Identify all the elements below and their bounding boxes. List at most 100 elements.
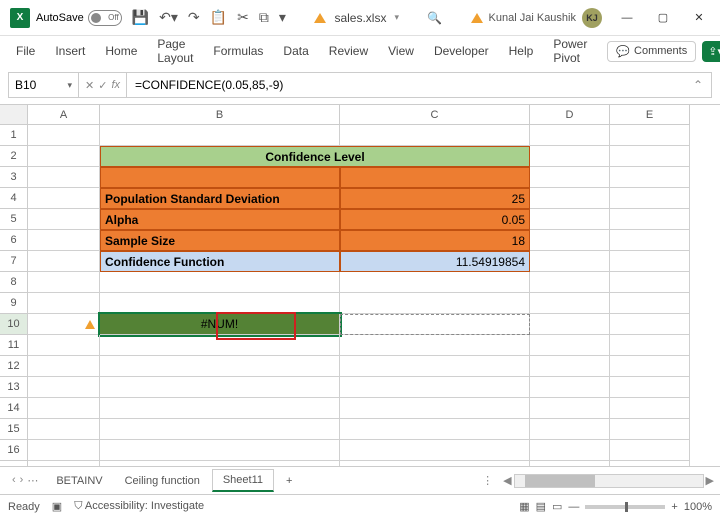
name-box[interactable]: B10: [9, 73, 79, 97]
cell[interactable]: [610, 209, 690, 230]
error-cell[interactable]: #NUM!: [100, 314, 340, 335]
zoom-slider[interactable]: [585, 505, 665, 509]
add-sheet-button[interactable]: +: [276, 471, 302, 491]
cancel-formula-icon[interactable]: ✕: [85, 79, 94, 92]
comments-button[interactable]: 💬 Comments: [607, 41, 696, 62]
save-icon[interactable]: 💾: [132, 9, 149, 26]
cell[interactable]: [610, 356, 690, 377]
row-header[interactable]: 16: [0, 440, 28, 461]
row-header[interactable]: 15: [0, 419, 28, 440]
cell[interactable]: Population Standard Deviation: [100, 188, 340, 209]
zoom-in-icon[interactable]: +: [671, 501, 677, 513]
cell[interactable]: [100, 356, 340, 377]
cell[interactable]: [530, 398, 610, 419]
cell[interactable]: [340, 356, 530, 377]
row-header[interactable]: 12: [0, 356, 28, 377]
cell[interactable]: Alpha: [100, 209, 340, 230]
row-header[interactable]: 11: [0, 335, 28, 356]
row-header[interactable]: 9: [0, 293, 28, 314]
zoom-level[interactable]: 100%: [684, 501, 712, 513]
cell[interactable]: [530, 314, 610, 335]
sheet-list-icon[interactable]: ⋯: [27, 474, 38, 487]
cell[interactable]: [340, 125, 530, 146]
cell[interactable]: [530, 440, 610, 461]
col-header-e[interactable]: E: [610, 105, 690, 125]
row-header[interactable]: 5: [0, 209, 28, 230]
filename-dropdown-icon[interactable]: ▾: [394, 12, 399, 23]
user-avatar[interactable]: KJ: [582, 8, 602, 28]
share-button[interactable]: ⇪▾: [702, 41, 720, 62]
row-header[interactable]: 1: [0, 125, 28, 146]
cell[interactable]: [28, 251, 100, 272]
cell[interactable]: [610, 272, 690, 293]
page-layout-view-icon[interactable]: ▤: [536, 500, 546, 513]
cell[interactable]: [100, 398, 340, 419]
tab-help[interactable]: Help: [501, 40, 542, 62]
sheet-tab-ceiling[interactable]: Ceiling function: [115, 471, 210, 491]
cell[interactable]: [610, 440, 690, 461]
fx-icon[interactable]: fx: [111, 79, 120, 91]
cell[interactable]: [610, 251, 690, 272]
horizontal-scrollbar[interactable]: [514, 474, 704, 488]
cell[interactable]: [530, 272, 610, 293]
merged-title-cell[interactable]: Confidence Level: [100, 146, 530, 167]
tab-review[interactable]: Review: [321, 40, 376, 62]
qat-dropdown-icon[interactable]: ▾: [279, 9, 286, 26]
cell[interactable]: [340, 314, 530, 335]
cell[interactable]: [28, 419, 100, 440]
tab-formulas[interactable]: Formulas: [205, 40, 271, 62]
cell[interactable]: [28, 167, 100, 188]
cell[interactable]: [340, 440, 530, 461]
cell[interactable]: [610, 314, 690, 335]
tab-view[interactable]: View: [380, 40, 422, 62]
cell[interactable]: [340, 377, 530, 398]
cell[interactable]: [340, 335, 530, 356]
cell[interactable]: [28, 293, 100, 314]
cell[interactable]: [28, 314, 100, 335]
cell[interactable]: 18: [340, 230, 530, 251]
col-header-b[interactable]: B: [100, 105, 340, 125]
select-all-corner[interactable]: [0, 105, 28, 125]
paste-icon[interactable]: 📋: [210, 9, 227, 26]
row-header[interactable]: 13: [0, 377, 28, 398]
cell[interactable]: [100, 377, 340, 398]
row-header[interactable]: 8: [0, 272, 28, 293]
cell[interactable]: [100, 419, 340, 440]
row-header[interactable]: 2: [0, 146, 28, 167]
cell[interactable]: [530, 419, 610, 440]
cell[interactable]: [28, 356, 100, 377]
tab-home[interactable]: Home: [97, 40, 145, 62]
sheet-tab-betainv[interactable]: BETAINV: [46, 471, 112, 491]
tab-data[interactable]: Data: [275, 40, 316, 62]
row-header[interactable]: 3: [0, 167, 28, 188]
cell[interactable]: [530, 125, 610, 146]
cell[interactable]: [610, 125, 690, 146]
row-header[interactable]: 4: [0, 188, 28, 209]
excel-app-icon[interactable]: X: [10, 8, 30, 28]
cell[interactable]: [610, 146, 690, 167]
sheet-tab-sheet11[interactable]: Sheet11: [212, 469, 274, 492]
cell[interactable]: [530, 146, 610, 167]
cell[interactable]: [100, 335, 340, 356]
cell[interactable]: [530, 461, 610, 466]
close-button[interactable]: ✕: [682, 6, 716, 30]
cell[interactable]: [28, 125, 100, 146]
toggle-switch[interactable]: Off: [88, 10, 122, 26]
tab-scroll-menu-icon[interactable]: ⋮: [474, 474, 501, 487]
cell[interactable]: [100, 272, 340, 293]
normal-view-icon[interactable]: ▦: [519, 500, 529, 513]
scroll-right-icon[interactable]: ▶: [706, 474, 714, 487]
cell[interactable]: [28, 440, 100, 461]
cell[interactable]: [340, 419, 530, 440]
cell[interactable]: [530, 377, 610, 398]
cell[interactable]: 25: [340, 188, 530, 209]
cell-error-icon[interactable]: [85, 320, 95, 329]
row-header[interactable]: 6: [0, 230, 28, 251]
zoom-out-icon[interactable]: —: [568, 501, 579, 513]
cell[interactable]: [530, 293, 610, 314]
cell[interactable]: [28, 272, 100, 293]
filename[interactable]: sales.xlsx: [334, 11, 386, 25]
cell[interactable]: [530, 209, 610, 230]
cell[interactable]: [530, 188, 610, 209]
user-area[interactable]: Kunal Jai Kaushik KJ: [471, 8, 602, 28]
